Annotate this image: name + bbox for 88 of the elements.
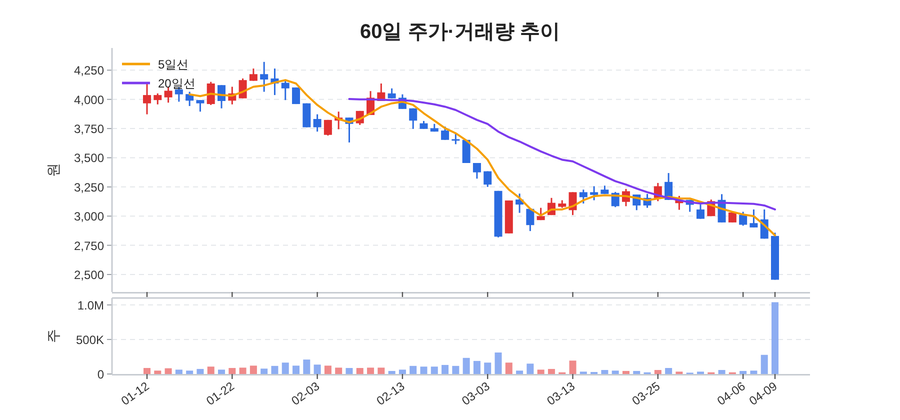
bar — [622, 370, 630, 374]
bar — [367, 368, 374, 374]
bar — [473, 360, 480, 374]
bar — [186, 370, 194, 374]
bar — [378, 368, 385, 374]
y-axis-title: 주 — [45, 329, 61, 343]
candlestick — [526, 208, 534, 232]
bar — [537, 370, 544, 374]
bar — [654, 370, 662, 374]
candlestick — [249, 68, 258, 82]
candlestick — [441, 126, 450, 141]
bar — [207, 366, 214, 374]
bar — [442, 364, 449, 374]
candlestick — [579, 188, 588, 204]
candlestick — [143, 82, 151, 116]
candlestick — [388, 88, 396, 100]
bar — [282, 362, 289, 374]
bar — [239, 368, 246, 374]
candlestick — [324, 119, 332, 136]
bar — [569, 360, 576, 374]
bar — [144, 368, 150, 374]
candlestick — [452, 132, 460, 145]
candlestick — [302, 102, 311, 128]
chart-title: 60일 주가·거래량 추이 — [360, 21, 560, 43]
bar — [271, 366, 278, 374]
bar — [601, 370, 608, 374]
bar — [303, 360, 310, 374]
bar — [633, 370, 640, 374]
bar — [388, 370, 396, 374]
bar — [250, 366, 257, 374]
bar — [260, 368, 268, 374]
bar — [324, 366, 332, 374]
bar — [154, 370, 162, 374]
candlestick — [750, 208, 758, 228]
candlestick — [281, 79, 290, 101]
candlestick — [409, 108, 418, 130]
candlestick — [260, 61, 268, 93]
y-tick-label: 0 — [97, 368, 104, 382]
legend-label: 5일선 — [158, 58, 189, 72]
bar — [335, 368, 342, 374]
legend-label: 20일선 — [158, 76, 196, 90]
y-tick-label: 1.0M — [77, 298, 104, 312]
bar — [612, 370, 619, 374]
bar — [494, 352, 502, 374]
y-tick-label: 2,500 — [74, 268, 104, 282]
bar — [740, 370, 747, 374]
bar — [484, 362, 492, 374]
candlestick — [196, 99, 204, 112]
bar — [346, 368, 353, 374]
candlestick — [484, 170, 492, 188]
bar — [410, 366, 417, 374]
bar — [526, 364, 534, 374]
bar — [505, 362, 512, 374]
bar — [228, 368, 236, 374]
candlestick — [313, 114, 322, 132]
bar — [218, 370, 226, 374]
candlestick — [154, 92, 162, 106]
y-tick-label: 3,000 — [74, 210, 104, 224]
y-tick-label: 4,000 — [74, 92, 104, 107]
bar — [462, 358, 470, 374]
bar — [398, 370, 406, 374]
y-tick-label: 4,250 — [74, 64, 104, 78]
bar — [314, 364, 321, 374]
y-axis-title: 원 — [45, 163, 61, 177]
bar — [196, 368, 204, 374]
bar — [292, 366, 300, 374]
candlestick — [739, 211, 748, 226]
candlestick — [696, 204, 704, 220]
bar — [750, 370, 758, 374]
y-tick-label: 3,500 — [74, 151, 104, 166]
y-tick-label: 500K — [76, 332, 104, 347]
bar — [420, 366, 428, 374]
bar — [772, 302, 778, 374]
bar — [430, 366, 438, 374]
bar — [452, 366, 460, 374]
bar — [548, 368, 555, 374]
bar — [516, 370, 524, 374]
bar — [356, 368, 364, 374]
candlestick — [472, 162, 481, 180]
y-tick-label: 2,750 — [74, 238, 104, 253]
bar — [175, 370, 182, 374]
candlestick — [590, 185, 598, 201]
y-tick-label: 3,750 — [74, 122, 104, 136]
bar — [164, 368, 172, 374]
bar — [665, 368, 672, 374]
bar — [718, 370, 726, 374]
y-tick-label: 3,250 — [74, 180, 104, 194]
bar — [760, 354, 768, 374]
